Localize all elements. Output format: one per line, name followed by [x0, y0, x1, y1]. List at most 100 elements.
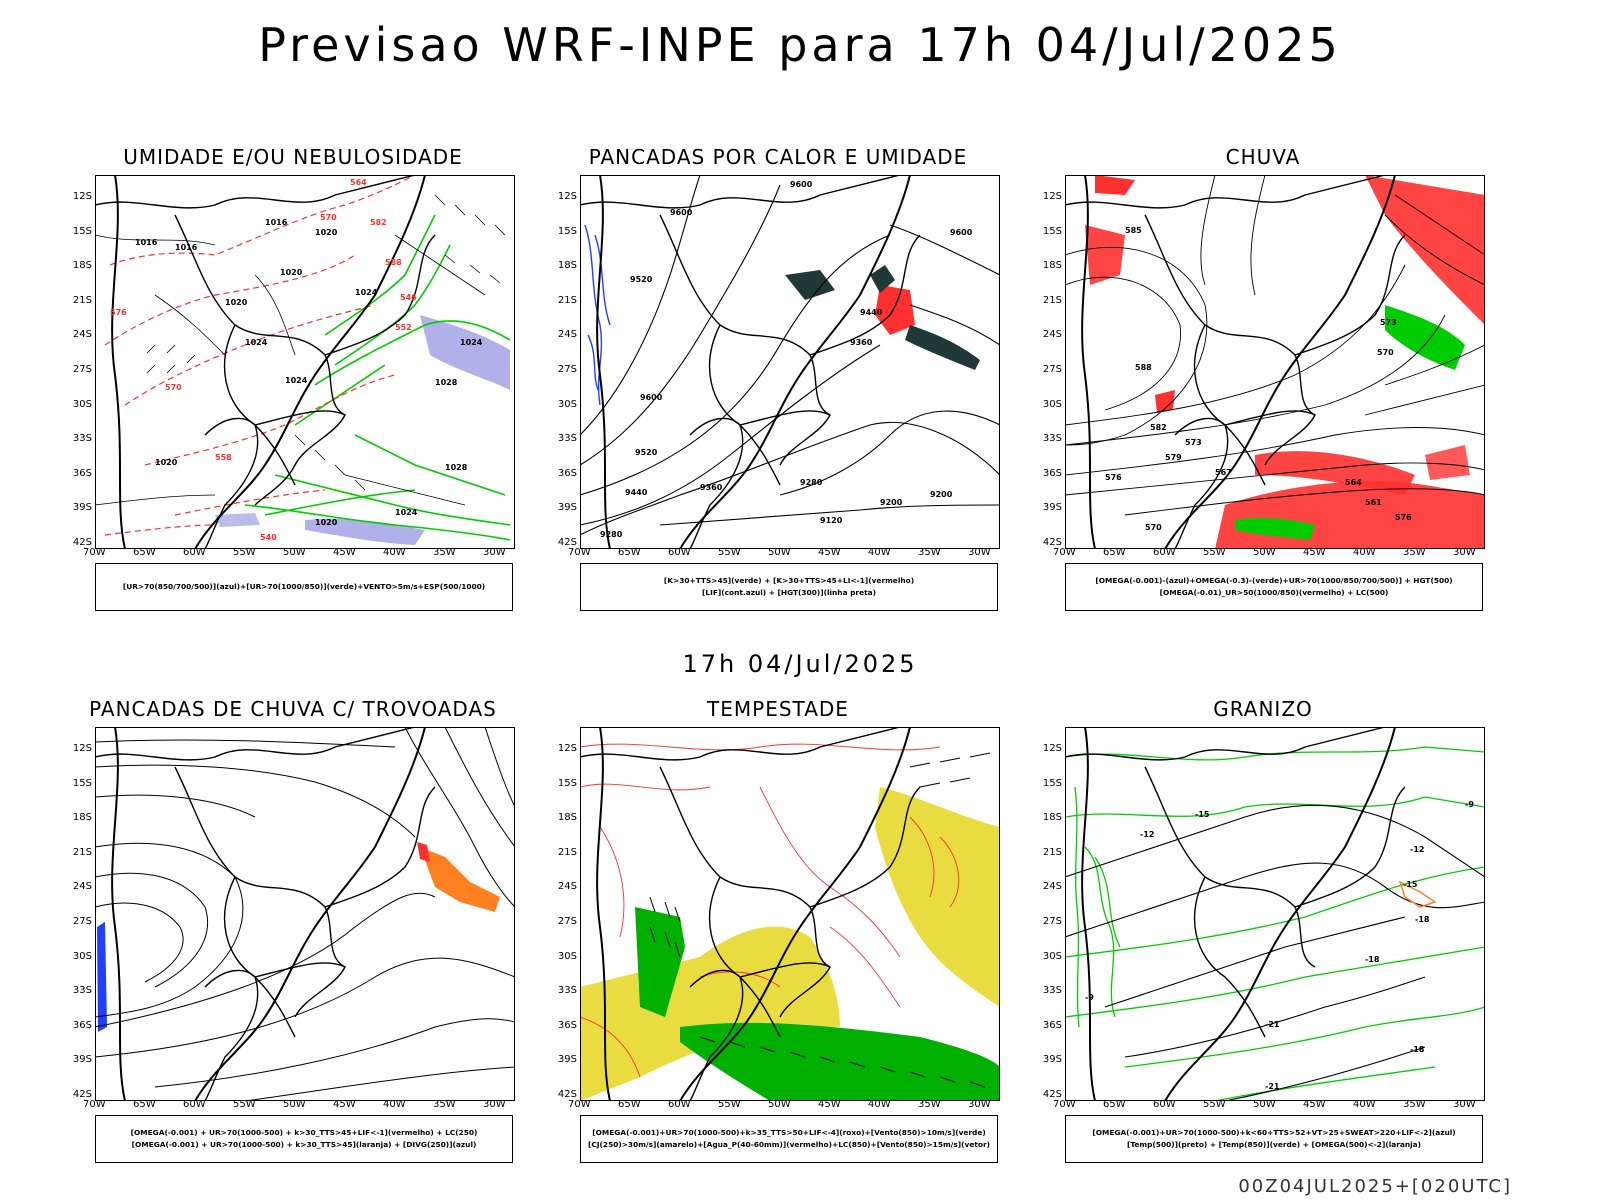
lat-tick-label: 21S: [557, 846, 577, 858]
legend-line: [LIF](cont.azul) + [HGT(300)](linha pret…: [702, 588, 876, 597]
lon-tick-label: 65W: [618, 547, 641, 558]
panel-title: UMIDADE E/OU NEBULOSIDADE: [123, 145, 463, 169]
contour-label: 1016: [175, 243, 198, 252]
lon-tick-label: 30W: [968, 1099, 991, 1110]
lif-contours-blue: [584, 224, 611, 406]
lat-tick-label: 27S: [1042, 364, 1062, 375]
contour-label: 582: [370, 218, 387, 227]
land-borders: [1065, 727, 1406, 1101]
lat-tick-label: 36S: [557, 1019, 577, 1031]
contour-label: -21: [1265, 1082, 1280, 1091]
omega-fill-orange: [1398, 880, 1437, 908]
contour-label: 564: [350, 178, 367, 187]
lat-tick-label: 12S: [557, 743, 577, 754]
contour-label: -9: [1085, 993, 1094, 1002]
map-canvas: 9600 9600 9600 9520 9440 9360 9600 9520 9440 9360…: [580, 175, 1000, 549]
lat-tick-label: 39S: [1042, 502, 1062, 514]
wind850-fill-green: [635, 907, 1000, 1101]
lat-tick-label: 36S: [1042, 1019, 1062, 1031]
contour-label: 9200: [930, 490, 953, 499]
lon-tick-label: 60W: [1153, 547, 1176, 558]
lat-tick-label: 24S: [557, 881, 577, 893]
lat-tick-label: 33S: [72, 433, 92, 445]
lat-tick-label: 21S: [1042, 294, 1062, 306]
lon-tick-label: 70W: [568, 1099, 591, 1110]
lat-tick-label: 12S: [557, 191, 577, 202]
lon-tick-label: 30W: [1453, 547, 1476, 558]
legend-line: [Temp(500)](preto) + [Temp(850)](verde) …: [1126, 1140, 1422, 1149]
lon-tick-label: 70W: [83, 547, 106, 558]
lat-tick-label: 24S: [72, 881, 92, 893]
instability-fill: [785, 265, 980, 370]
lat-tick-label: 12S: [1042, 743, 1062, 754]
panel-trovoadas: PANCADAS DE CHUVA C/ TROVOADAS 12S 15S 18S…: [58, 697, 528, 1177]
lat-tick-label: 24S: [557, 329, 577, 341]
lat-tick-label: 18S: [557, 812, 577, 824]
lat-tick-label: 15S: [72, 225, 92, 237]
contour-label: -15: [1195, 810, 1210, 819]
lat-tick-label: 30S: [557, 398, 577, 410]
lon-tick-label: 35W: [1403, 547, 1426, 558]
lon-tick-label: 60W: [183, 547, 206, 558]
map-canvas: -9 -12 -15 -18 -21 -9 -12 -15 -18 -21 -18: [1065, 727, 1485, 1101]
contour-label: 9200: [880, 498, 903, 507]
lat-tick-label: 39S: [1042, 1054, 1062, 1066]
lat-tick-label: 30S: [72, 398, 92, 410]
lon-tick-label: 45W: [1303, 1099, 1326, 1110]
lat-tick-label: 27S: [557, 916, 577, 927]
contour-label: 567: [1215, 468, 1232, 477]
contour-labels: 1016 1016 1016 1020 1020 1020 1024 1024 1024 1024…: [110, 178, 483, 542]
map-trovoadas: [95, 727, 515, 1101]
lon-tick-label: 70W: [568, 547, 591, 558]
lat-tick-label: 39S: [557, 502, 577, 514]
rain-fill-red: [1085, 175, 1485, 549]
contour-label: -9: [1465, 800, 1474, 809]
lon-tick-label: 45W: [818, 547, 841, 558]
legend-line: [OMEGA(-0.001) + UR>70(1000-500) + k>30_…: [131, 1140, 477, 1149]
lat-tick-label: 33S: [72, 985, 92, 997]
lat-tick-label: 30S: [1042, 950, 1062, 962]
contour-label: 1028: [435, 378, 458, 387]
lat-tick-label: 21S: [557, 294, 577, 306]
lat-tick-label: 36S: [557, 467, 577, 479]
lon-tick-label: 60W: [668, 547, 691, 558]
lat-tick-label: 39S: [557, 1054, 577, 1066]
panel-title: TEMPESTADE: [707, 697, 849, 721]
run-time-label: 00Z04JUL2025+[020UTC]: [1238, 1176, 1512, 1197]
streamlines: [95, 727, 515, 1101]
lat-tick-label: 24S: [1042, 329, 1062, 341]
lon-tick-label: 50W: [1253, 547, 1276, 558]
pressure-contours: [95, 234, 486, 506]
contour-label: 588: [1135, 363, 1152, 372]
lon-tick-label: 60W: [1153, 1099, 1176, 1110]
lon-tick-label: 55W: [233, 547, 256, 558]
legend-line: [OMEGA(-0.001) + UR>70(1000-500) + k>30_…: [130, 1128, 478, 1137]
lat-tick-label: 42S: [72, 1089, 92, 1100]
legend-line: [UR>70(850/700/500)](azul)+[UR>70(1000/8…: [122, 582, 486, 591]
thickness-contours-red: [104, 175, 416, 536]
contour-labels: 9600 9600 9600 9520 9440 9360 9600 9520 9440 9360…: [600, 180, 973, 539]
panel-chuva: CHUVA 12S 15S 18S 21S 24S 27S 30S 33S 36S 39S 42S 7…: [1028, 145, 1498, 625]
lat-tick-label: 21S: [72, 294, 92, 306]
lon-tick-label: 45W: [1303, 547, 1326, 558]
contour-label: 9360: [700, 483, 723, 492]
map-chuva: 585 588 582 576 579 570 573 567 564 561 576 573 570: [1065, 175, 1485, 549]
legend-line: [OMEGA(-0.001)+UR>70(1000-500)+k>35_TTS>…: [592, 1128, 986, 1137]
contour-label: -12: [1140, 830, 1154, 839]
lon-tick-label: 40W: [1353, 1099, 1376, 1110]
land-borders: [580, 727, 921, 1101]
contour-label: 558: [215, 453, 232, 462]
contour-label: 9600: [950, 228, 973, 237]
lat-tick-label: 30S: [1042, 398, 1062, 410]
lon-tick-label: 55W: [1203, 1099, 1226, 1110]
lon-tick-label: 40W: [868, 547, 891, 558]
contour-label: 9600: [790, 180, 813, 189]
lon-tick-label: 65W: [1103, 547, 1126, 558]
panel-legend: [K>30+TTS>45](verde) + [K>30+TTS>45+LI<-…: [580, 563, 998, 611]
lon-tick-label: 60W: [668, 1099, 691, 1110]
lon-tick-label: 65W: [1103, 1099, 1126, 1110]
lat-tick-label: 36S: [1042, 467, 1062, 479]
panel-title: PANCADAS POR CALOR E UMIDADE: [588, 145, 968, 169]
legend-line: [K>30+TTS>45](verde) + [K>30+TTS>45+LI<-…: [663, 576, 915, 585]
lat-tick-label: 42S: [1042, 1089, 1062, 1100]
